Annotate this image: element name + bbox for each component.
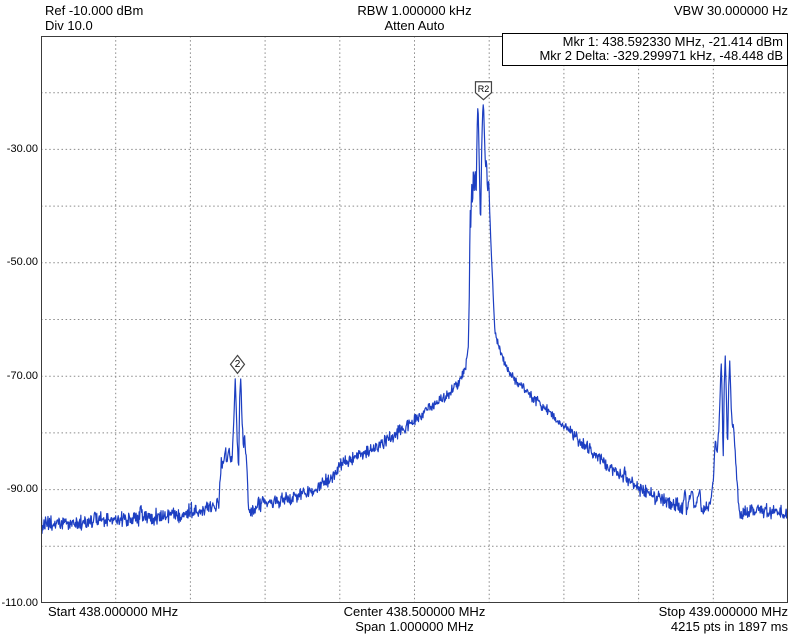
footer-right: Stop 439.000000 MHz 4215 pts in 1897 ms [659,604,788,634]
svg-text:R2: R2 [478,84,490,94]
footer-center: Center 438.500000 MHz Span 1.000000 MHz [41,604,788,634]
div-scale-readout: Div 10.0 [45,18,93,33]
header-left: Ref -10.000 dBm Div 10.0 [45,3,143,33]
footer-left: Start 438.000000 MHz [48,604,178,619]
svg-text:2: 2 [235,359,241,370]
y-tick-label: -50.00 [6,256,38,269]
marker2-delta-readout: Mkr 2 Delta: -329.299971 kHz, -48.448 dB [539,48,783,63]
marker-readout-box: Mkr 1: 438.592330 MHz, -21.414 dBm Mkr 2… [502,33,788,66]
rbw-readout: RBW 1.000000 kHz [357,3,472,18]
y-tick-label: -30.00 [6,142,38,155]
spectrum-plot-svg[interactable]: 2 R2 [41,36,788,603]
start-freq-readout: Start 438.000000 MHz [48,604,179,619]
diamond-marker-2[interactable]: 2 [229,354,246,375]
y-tick-label: -110.00 [1,596,39,609]
vbw-readout: VBW 30.000000 Hz [673,3,788,18]
marker1-readout: Mkr 1: 438.592330 MHz, -21.414 dBm [562,34,783,49]
shield-marker-R2[interactable]: R2 [474,81,493,101]
y-tick-label: -90.00 [6,483,38,496]
ref-level-readout: Ref -10.000 dBm [45,3,144,18]
span-readout: Span 1.000000 MHz [355,619,474,634]
y-tick-label: -70.00 [6,369,38,382]
atten-readout: Atten Auto [384,18,445,33]
header-center: RBW 1.000000 kHz Atten Auto [41,3,788,33]
sweep-points-readout: 4215 pts in 1897 ms [670,619,788,634]
stop-freq-readout: Stop 439.000000 MHz [658,604,788,619]
spectrum-plot-area[interactable]: 2 R2 [41,36,788,603]
center-freq-readout: Center 438.500000 MHz [343,604,486,619]
header-right: VBW 30.000000 Hz [674,3,788,18]
